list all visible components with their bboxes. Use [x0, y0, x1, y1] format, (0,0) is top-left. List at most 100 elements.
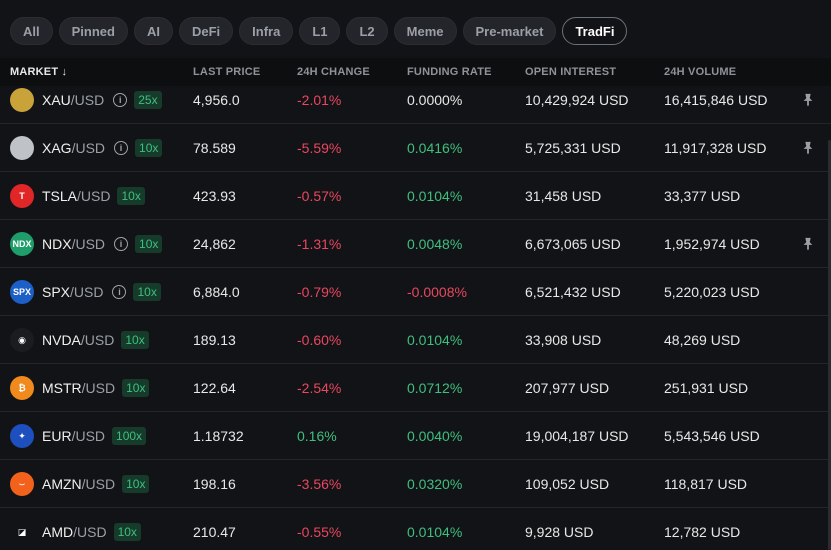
market-cell: XAG/USD i 10x	[10, 124, 163, 172]
market-quote: /USD	[71, 428, 106, 444]
filter-chip-ai[interactable]: AI	[133, 17, 173, 45]
market-symbol: AMD	[42, 524, 74, 540]
column-header-funding-rate[interactable]: FUNDING RATE	[407, 66, 492, 78]
scrollbar[interactable]	[828, 140, 831, 550]
table-row[interactable]: ◪ AMD/USD 10x 210.47 -0.55% 0.0104% 9,928 USD 1…	[0, 508, 831, 550]
funding-rate: 0.0048%	[407, 236, 463, 252]
market-symbol: EUR	[42, 428, 72, 444]
last-price: 122.64	[193, 380, 236, 396]
pin-icon[interactable]	[801, 220, 815, 268]
volume-24h: 48,269 USD	[664, 332, 741, 348]
table-row[interactable]: ₿ MSTR/USD 10x 122.64 -2.54% 0.0712% 207,977 U…	[0, 364, 831, 412]
leverage-badge: 10x	[117, 187, 145, 205]
volume-24h: 16,415,846 USD	[664, 92, 768, 108]
open-interest: 109,052 USD	[525, 476, 610, 492]
info-icon[interactable]: i	[112, 285, 127, 299]
funding-rate: -0.0008%	[407, 284, 467, 300]
table-row[interactable]: XAU/USD i 25x 4,956.0 -2.01% 0.0000% 10,429,92…	[0, 76, 831, 124]
filter-chip-l2[interactable]: L2	[346, 17, 388, 45]
change-24h: -0.57%	[297, 188, 342, 204]
table-header: MARKET ↓ LAST PRICE 24H CHANGE FUNDING R…	[0, 58, 831, 86]
market-cell: ₿ MSTR/USD 10x	[10, 364, 150, 412]
change-24h: -5.59%	[297, 140, 342, 156]
table-row[interactable]: ◉ NVDA/USD 10x 189.13 -0.60% 0.0104% 33,908 US…	[0, 316, 831, 364]
last-price: 189.13	[193, 332, 236, 348]
leverage-badge: 10x	[135, 139, 163, 157]
change-24h: -1.31%	[297, 236, 342, 252]
market-cell: T TSLA/USD 10x	[10, 172, 145, 220]
open-interest: 6,673,065 USD	[525, 236, 621, 252]
funding-rate: 0.0000%	[407, 92, 463, 108]
market-quote: /USD	[73, 524, 107, 540]
spx-logo-icon: SPX	[10, 280, 34, 304]
last-price: 423.93	[193, 188, 236, 204]
tesla-logo-icon: T	[10, 184, 34, 208]
pin-icon[interactable]	[801, 124, 815, 172]
table-row[interactable]: T TSLA/USD 10x 423.93 -0.57% 0.0104% 31,458 US…	[0, 172, 831, 220]
filter-chip-defi[interactable]: DeFi	[178, 17, 234, 45]
table-row[interactable]: ⌣ AMZN/USD 10x 198.16 -3.56% 0.0320% 109,052 U…	[0, 460, 831, 508]
market-cell: ✦ EUR/USD 100x	[10, 412, 147, 460]
market-quote: /USD	[71, 140, 106, 156]
filter-chip-pre-market[interactable]: Pre-market	[462, 17, 557, 45]
filter-chip-all[interactable]: All	[10, 17, 53, 45]
leverage-badge: 10x	[122, 475, 150, 493]
filter-chip-tradfi[interactable]: TradFi	[562, 17, 628, 45]
column-header-open-interest[interactable]: OPEN INTEREST	[525, 66, 617, 78]
pin-icon[interactable]	[801, 76, 815, 124]
column-header-last-price[interactable]: LAST PRICE	[193, 66, 261, 78]
table-row[interactable]: SPX SPX/USD i 10x 6,884.0 -0.79% -0.0008% 6,521…	[0, 268, 831, 316]
leverage-badge: 10x	[113, 523, 141, 541]
market-symbol: NVDA	[42, 332, 81, 348]
column-header-market[interactable]: MARKET ↓	[10, 66, 68, 78]
amd-logo-icon: ◪	[10, 520, 34, 544]
open-interest: 207,977 USD	[525, 380, 610, 396]
filter-chip-infra[interactable]: Infra	[239, 17, 294, 45]
info-icon[interactable]: i	[114, 141, 129, 155]
market-symbol: NDX	[42, 236, 72, 252]
leverage-badge: 100x	[112, 427, 147, 445]
market-quote: /USD	[81, 380, 116, 396]
filter-chip-meme[interactable]: Meme	[393, 17, 457, 45]
last-price: 210.47	[193, 524, 236, 540]
market-symbol: XAG	[42, 140, 72, 156]
funding-rate: 0.0712%	[407, 380, 463, 396]
table-row[interactable]: ✦ EUR/USD 100x 1.18732 0.16% 0.0040% 19,004,18…	[0, 412, 831, 460]
market-cell: ◉ NVDA/USD 10x	[10, 316, 149, 364]
leverage-badge: 10x	[135, 235, 163, 253]
market-cell: SPX SPX/USD i 10x	[10, 268, 161, 316]
table-row[interactable]: NDX NDX/USD i 10x 24,862 -1.31% 0.0048% 6,673,0…	[0, 220, 831, 268]
funding-rate: 0.0104%	[407, 188, 463, 204]
info-icon[interactable]: i	[113, 93, 128, 107]
change-24h: -3.56%	[297, 476, 342, 492]
last-price: 78.589	[193, 140, 236, 156]
eu-flag-icon: ✦	[10, 424, 34, 448]
table-row[interactable]: XAG/USD i 10x 78.589 -5.59% 0.0416% 5,725,331 …	[0, 124, 831, 172]
funding-rate: 0.0416%	[407, 140, 463, 156]
open-interest: 19,004,187 USD	[525, 428, 629, 444]
volume-24h: 11,917,328 USD	[664, 140, 767, 156]
open-interest: 10,429,924 USD	[525, 92, 629, 108]
volume-24h: 33,377 USD	[664, 188, 741, 204]
funding-rate: 0.0104%	[407, 332, 463, 348]
change-24h: -0.79%	[297, 284, 342, 300]
market-quote: /USD	[70, 92, 105, 108]
ndx-logo-icon: NDX	[10, 232, 34, 256]
market-symbol: TSLA	[42, 188, 78, 204]
volume-24h: 12,782 USD	[664, 524, 741, 540]
open-interest: 5,725,331 USD	[525, 140, 621, 156]
info-icon[interactable]: i	[114, 237, 129, 251]
market-cell: XAU/USD i 25x	[10, 76, 162, 124]
volume-24h: 118,817 USD	[664, 476, 748, 492]
column-header-24h-volume[interactable]: 24H VOLUME	[664, 66, 737, 78]
change-24h: 0.16%	[297, 428, 337, 444]
last-price: 198.16	[193, 476, 236, 492]
column-header-24h-change[interactable]: 24H CHANGE	[297, 66, 370, 78]
silver-bar-icon	[10, 136, 34, 160]
leverage-badge: 25x	[134, 91, 162, 109]
filter-chip-pinned[interactable]: Pinned	[58, 17, 128, 45]
filter-chip-l1[interactable]: L1	[299, 17, 341, 45]
last-price: 1.18732	[193, 428, 244, 444]
market-symbol: MSTR	[42, 380, 82, 396]
funding-rate: 0.0320%	[407, 476, 463, 492]
